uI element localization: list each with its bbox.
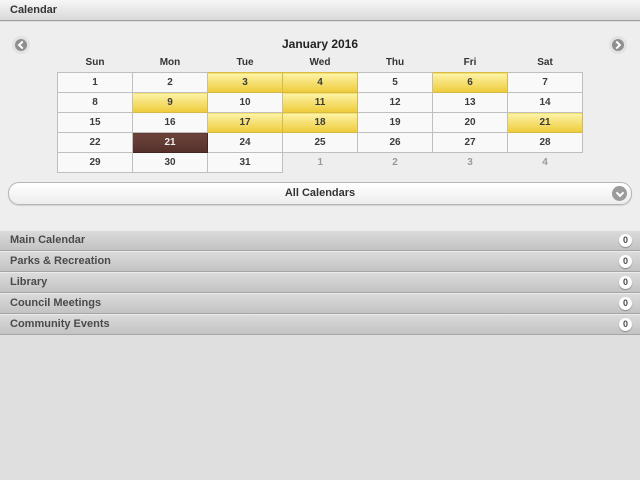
day-cell-adjacent: 4 xyxy=(542,157,548,169)
day-cell-event[interactable]: 9 xyxy=(132,92,208,113)
day-cell-normal[interactable]: 8 xyxy=(57,92,133,113)
day-cell-event[interactable]: 6 xyxy=(432,72,508,93)
day-cell-normal[interactable]: 16 xyxy=(132,112,208,133)
category-row[interactable]: Parks & Recreation 0 xyxy=(0,251,640,272)
category-count-badge: 0 xyxy=(619,276,632,289)
weekday-label: Tue xyxy=(236,57,254,68)
category-label: Council Meetings xyxy=(10,297,102,309)
day-cell-normal[interactable]: 12 xyxy=(357,92,433,113)
next-month-button[interactable] xyxy=(609,36,627,54)
prev-month-button[interactable] xyxy=(12,36,30,54)
category-label: Library xyxy=(10,276,48,288)
calendar-week-row: 29 30 31 1 2 3 4 xyxy=(57,152,583,173)
weekday-label: Sun xyxy=(85,57,105,68)
calendar-filter-dropdown[interactable]: All Calendars xyxy=(8,182,632,205)
day-cell-normal[interactable]: 1 xyxy=(57,72,133,93)
weekday-label: Thu xyxy=(385,57,405,68)
category-count-badge: 0 xyxy=(619,297,632,310)
category-row[interactable]: Library 0 xyxy=(0,272,640,293)
calendar-filter-label: All Calendars xyxy=(284,187,356,199)
day-cell-adjacent: 1 xyxy=(317,157,324,169)
month-title: January 2016 xyxy=(281,37,359,51)
day-cell-normal[interactable]: 24 xyxy=(207,132,283,153)
day-cell-event[interactable]: 18 xyxy=(282,112,358,133)
day-cell-normal[interactable]: 2 xyxy=(132,72,208,93)
day-cell-normal[interactable]: 20 xyxy=(432,112,508,133)
calendar-week-row: 15 16 17 18 19 20 21 xyxy=(57,112,583,133)
day-cell-normal[interactable]: 27 xyxy=(432,132,508,153)
day-cell-selected[interactable]: 21 xyxy=(132,132,208,153)
day-cell-event[interactable]: 21 xyxy=(507,112,583,133)
day-cell-event[interactable]: 3 xyxy=(207,72,283,93)
category-label: Main Calendar xyxy=(10,234,86,246)
day-cell-normal[interactable]: 22 xyxy=(57,132,133,153)
category-label: Parks & Recreation xyxy=(10,255,111,267)
weekday-label: Mon xyxy=(159,57,181,68)
app-title: Calendar xyxy=(10,4,58,16)
category-list: Main Calendar 0 Parks & Recreation 0 Lib… xyxy=(0,230,640,480)
category-row[interactable]: Main Calendar 0 xyxy=(0,230,640,251)
day-cell-event[interactable]: 4 xyxy=(282,72,358,93)
day-cell-normal[interactable]: 19 xyxy=(357,112,433,133)
day-cell-normal[interactable]: 14 xyxy=(507,92,583,113)
calendar-grid-body: 1 2 3 4 5 6 7 8 9 10 11 12 13 14 15 16 17 18 19 20 21 22 21 24 2… xyxy=(57,72,583,173)
calendar-week-row: 22 21 24 25 26 27 28 xyxy=(57,132,583,153)
weekday-header-row: Sun Mon Tue Wed Thu Fri Sat xyxy=(58,56,583,73)
day-cell-normal[interactable]: 15 xyxy=(57,112,133,133)
day-cell-normal[interactable]: 29 xyxy=(57,152,133,173)
day-cell-normal[interactable]: 31 xyxy=(207,152,283,173)
weekday-label: Wed xyxy=(309,57,331,68)
category-count-badge: 0 xyxy=(619,234,632,247)
chevron-down-icon xyxy=(612,186,627,201)
day-cell-adjacent: 2 xyxy=(392,157,398,169)
app-header: Calendar xyxy=(0,0,640,21)
category-count-badge: 0 xyxy=(619,255,632,268)
day-cell-normal[interactable]: 30 xyxy=(132,152,208,173)
day-cell-normal[interactable]: 10 xyxy=(207,92,283,113)
weekday-label: Fri xyxy=(463,57,477,68)
day-cell-adjacent: 3 xyxy=(467,157,473,169)
chevron-right-icon xyxy=(612,40,622,50)
day-cell-event[interactable]: 11 xyxy=(282,92,358,113)
day-cell-normal[interactable]: 25 xyxy=(282,132,358,153)
day-cell-normal[interactable]: 26 xyxy=(357,132,433,153)
category-row[interactable]: Council Meetings 0 xyxy=(0,293,640,314)
calendar-week-row: 8 9 10 11 12 13 14 xyxy=(57,92,583,113)
category-count-badge: 0 xyxy=(619,318,632,331)
category-label: Community Events xyxy=(10,318,110,330)
calendar-panel: January 2016 Sun Mon Tue Wed Thu xyxy=(0,22,640,230)
day-cell-normal[interactable]: 28 xyxy=(507,132,583,153)
day-cell-normal[interactable]: 7 xyxy=(507,72,583,93)
day-cell-event[interactable]: 17 xyxy=(207,112,283,133)
day-cell-normal[interactable]: 5 xyxy=(357,72,433,93)
weekday-label: Sat xyxy=(537,57,553,68)
category-row[interactable]: Community Events 0 xyxy=(0,314,640,335)
day-cell-normal[interactable]: 13 xyxy=(432,92,508,113)
